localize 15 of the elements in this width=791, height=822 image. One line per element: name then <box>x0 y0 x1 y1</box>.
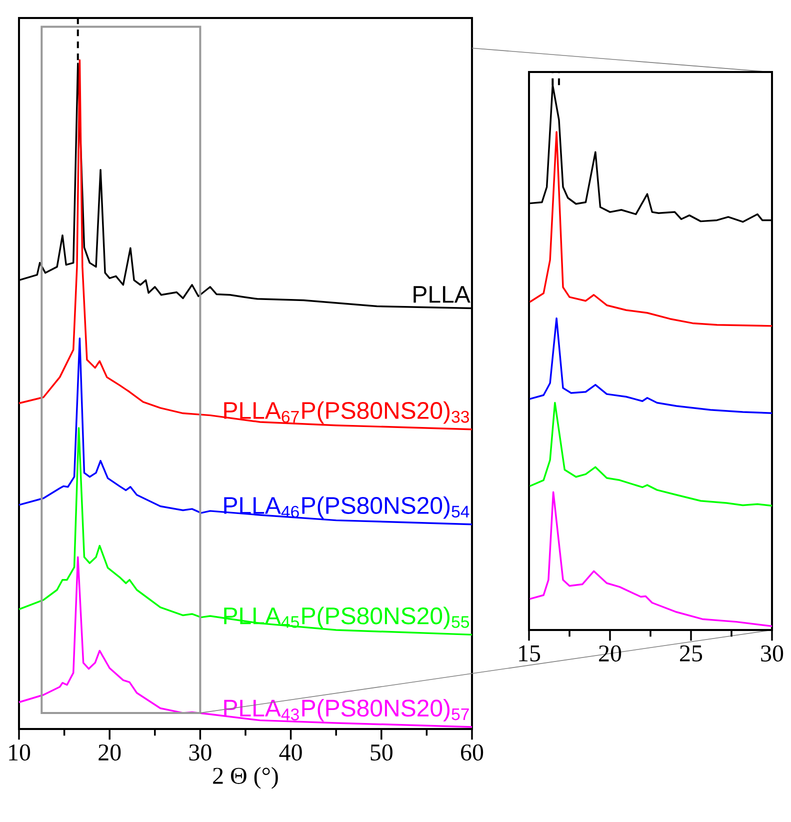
series-label: PLLA$_{43}$P(PS80NS20)$_{57}$ <box>224 699 469 722</box>
series-label: PLLA$_{46}$P(PS80NS20)$_{54}$ <box>224 496 470 519</box>
x-tick-label: 10 <box>9 744 30 761</box>
x-tick-label: 60 <box>461 744 484 761</box>
x-tick-label: 20 <box>599 645 622 662</box>
x-tick-label: 40 <box>279 744 302 761</box>
x-tick-label: 25 <box>680 645 702 662</box>
x-tick-label: 30 <box>761 645 784 662</box>
series-label: PLLA <box>414 286 470 303</box>
x-tick-label: 50 <box>370 744 392 761</box>
x-axis-title: 2 Θ (°) <box>213 767 278 789</box>
x-tick-label: 30 <box>189 744 212 761</box>
series-label: PLLA$_{67}$P(PS80NS20)$_{33}$ <box>224 401 469 424</box>
x-tick-label: 15 <box>519 645 540 662</box>
x-tick-label: 20 <box>98 744 121 761</box>
